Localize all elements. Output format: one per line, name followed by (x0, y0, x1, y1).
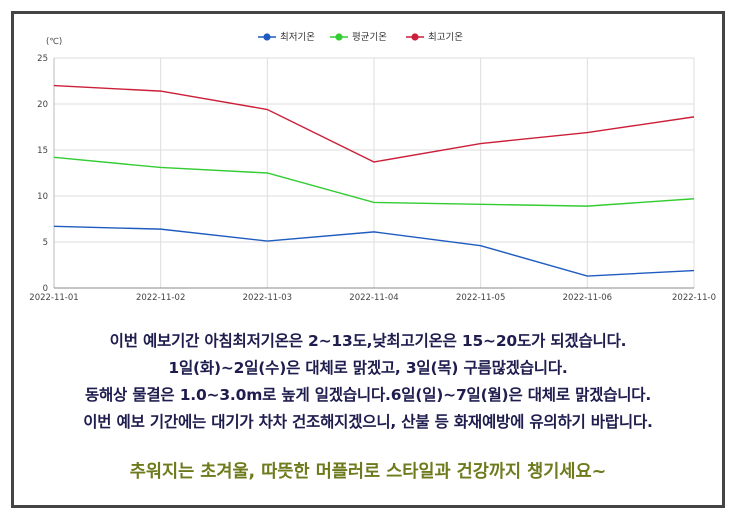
x-tick-label: 2022-11-04 (349, 293, 398, 303)
legend-label: 최저기온 (280, 32, 315, 43)
legend-label: 최고기온 (428, 32, 463, 43)
x-tick-label: 2022-11-06 (563, 293, 612, 303)
y-tick-label: 20 (37, 100, 48, 110)
y-tick-label: 25 (37, 54, 48, 64)
y-unit-label: (℃) (46, 37, 62, 47)
series-line-0 (53, 225, 695, 277)
series-lines (53, 84, 695, 277)
forecast-line-1: 이번 예보기간 아침최저기온은 2~13도,낮최고기온은 15~20도가 되겠습… (109, 332, 627, 350)
temperature-line-chart: 0 5 10 15 20 25 2022-11-01 2022-11-02 2022-11-03… (29, 32, 716, 303)
x-tick-label: 2022-11-0 (672, 293, 716, 303)
x-tick-label: 2022-11-03 (243, 293, 292, 303)
legend-item-0[interactable]: 최저기온 (258, 32, 315, 43)
series-line-1 (53, 156, 695, 207)
legend: 최저기온 평균기온 최고기온 (258, 32, 463, 43)
y-tick-label: 5 (43, 238, 48, 248)
forecast-line-4: 이번 예보 기간에는 대기가 차차 건조해지겠으니, 산불 등 화재예방에 유의… (83, 413, 653, 431)
card-frame (11, 11, 725, 508)
forecast-line-2: 1일(화)~2일(수)은 대체로 맑겠고, 3일(목) 구름많겠습니다. (168, 359, 568, 377)
legend-item-2[interactable]: 최고기온 (406, 32, 463, 43)
y-tick-label: 0 (43, 284, 48, 294)
forecast-line-3: 동해상 물결은 1.0~3.0m로 높게 일겠습니다.6일(일)~7일(월)은 … (84, 386, 652, 404)
grid (53, 57, 695, 289)
axes: 0 5 10 15 20 25 2022-11-01 2022-11-02 2022-11-03… (29, 54, 716, 303)
tagline: 추워지는 초겨울, 따뜻한 머플러로 스타일과 건강까지 챙기세요~ (129, 462, 607, 482)
y-tick-label: 15 (37, 146, 48, 156)
x-tick-label: 2022-11-01 (29, 293, 78, 303)
x-tick-label: 2022-11-02 (136, 293, 185, 303)
legend-label: 평균기온 (352, 32, 387, 43)
series-line-2 (53, 84, 695, 163)
x-tick-label: 2022-11-05 (456, 293, 505, 303)
legend-swatch-dot (263, 33, 271, 41)
y-tick-label: 10 (37, 192, 48, 202)
legend-swatch-dot (411, 33, 419, 41)
legend-swatch-dot (335, 33, 343, 41)
legend-item-1[interactable]: 평균기온 (330, 32, 387, 43)
